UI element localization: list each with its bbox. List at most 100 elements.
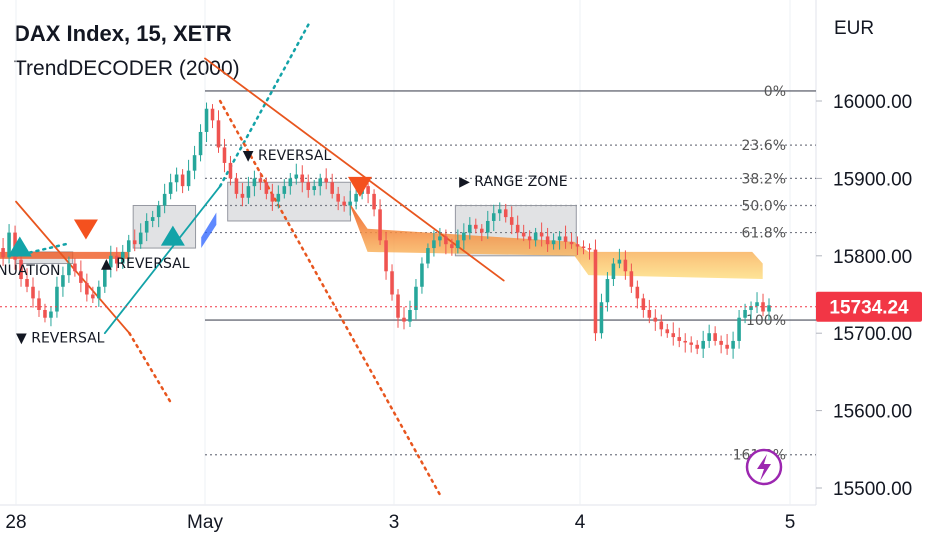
price-tick-label: 15900.00 [833,169,912,190]
candle-body [294,174,299,179]
buy-signal-marker [7,236,32,257]
candle-body [569,241,574,245]
candle-body [713,333,717,341]
candle-body [497,209,502,214]
candle-body [144,220,149,233]
candle-body [396,294,400,318]
currency-label: EUR [834,18,874,39]
candle-body [204,108,209,132]
price-axis[interactable]: 16000.00 15900.00 15800.00 15700.00 15600.00… [816,92,912,500]
fib-level-label: 100% [746,313,786,329]
annotation-label: ▼ REVERSAL [243,148,332,164]
annotation-label: NUATION [0,263,60,279]
candle-body [521,232,526,237]
trend-line [103,185,222,335]
ribbon-red [348,201,763,280]
candle-body [318,178,323,187]
candle-body [635,286,640,299]
candle-body [67,263,71,276]
fib-level-label: 50.0% [742,198,786,214]
candle-body [689,342,693,345]
candle-body [491,213,496,221]
candle-body [456,240,460,249]
signal-markers [7,176,372,257]
candle-body [474,224,478,229]
candle-body [37,298,41,310]
candle-body [563,236,568,242]
candle-body [444,236,448,245]
candle-body [408,309,412,322]
lightning-icon[interactable] [745,448,783,486]
trend-line [128,331,173,405]
time-tick-label: 3 [389,512,400,533]
time-tick-label: 4 [575,512,586,533]
candle-body [109,255,113,268]
candle-body [228,162,233,179]
candle-body [336,193,340,202]
candle-body [240,193,245,198]
trend-line [218,99,442,497]
candle-body [420,263,424,287]
candle-body [731,340,735,349]
candle-body [138,232,143,245]
fib-level-label: 0% [764,84,786,100]
annotation-label: ▶ RANGE ZONE [459,174,567,190]
candle-body [156,205,161,218]
fib-level-label: 23.6% [742,138,786,154]
candle-body [25,279,29,287]
candle-body [390,271,394,295]
candle-body [342,201,346,206]
candle-body [414,286,418,310]
candle-body [641,298,646,310]
candle-body [1,248,5,258]
candle-body [665,329,670,334]
candle-body [55,286,59,312]
candle-body [79,271,83,283]
candle-body [330,182,334,194]
candle-body [671,333,676,338]
candle-body [246,186,251,198]
candle-body [222,147,227,163]
candle-body [485,220,490,233]
candle-body [270,193,275,202]
time-axis[interactable]: 28 May 3 4 5 [5,512,795,533]
candle-body [192,155,197,171]
candle-body [324,178,328,183]
candle-body [426,248,430,264]
candle-body [468,224,472,233]
candle-body [749,306,753,310]
candle-body [545,236,550,245]
candle-body [372,193,376,210]
trend-line [204,57,505,282]
candle-body [503,209,508,218]
candle-body [126,240,131,252]
candle-body [91,294,95,299]
buy-signal-marker [160,225,185,246]
candle-body [174,174,179,183]
candle-body [282,186,287,194]
candle-body [659,321,664,330]
sell-signal-marker [347,176,372,197]
candle-body [647,309,652,318]
chart-title: DAX Index, 15, XETR [14,21,232,46]
last-price-tag [816,291,922,322]
annotation-label: ▲ REVERSAL [101,256,190,272]
candle-body [581,246,586,249]
candle-body [97,286,101,299]
candle-body [354,193,358,202]
candle-body [7,232,11,258]
price-tick-label: 15700.00 [833,324,912,345]
indicator-name: TrendDECODER (2000) [14,57,240,80]
candle-body [150,217,155,221]
last-price-value: 15734.24 [829,298,909,319]
candle-body [515,224,520,233]
candle-body [264,182,269,194]
candle-body [432,240,436,249]
candle-body [539,232,544,237]
candle-body [623,259,628,272]
candle-body [402,317,406,322]
candle-body [103,267,107,287]
trend-lines [14,22,505,497]
time-tick-label: May [187,512,223,533]
